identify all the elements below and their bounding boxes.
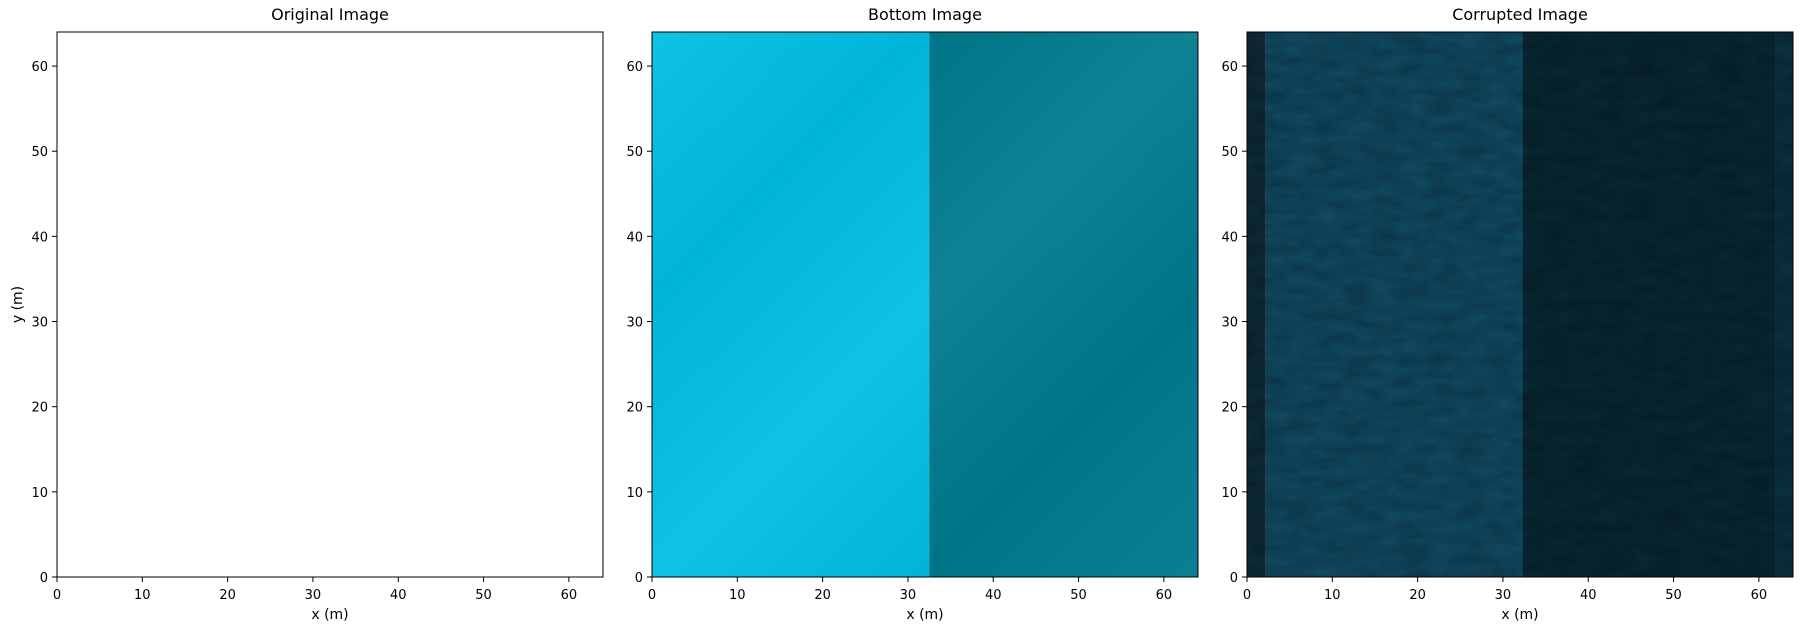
x-tick-label: 50 (1665, 588, 1682, 603)
x-tick-label: 50 (475, 588, 492, 603)
y-tick-label: 60 (1221, 60, 1238, 75)
shading-overlay (652, 32, 1198, 577)
panel-3: Corrupted Image 0 10 20 30 40 50 60 0 10 20 30 40 50 6… (1221, 5, 1794, 623)
x-tick-label: 40 (390, 588, 407, 603)
y-tick-label: 40 (31, 230, 48, 245)
y-tick-label: 10 (626, 486, 643, 501)
x-tick-label: 0 (648, 588, 656, 603)
x-axis-label: x (m) (906, 607, 943, 623)
y-axis-label: y (m) (10, 286, 26, 323)
x-tick-label: 60 (561, 588, 578, 603)
y-tick-label: 10 (1221, 486, 1238, 501)
y-tick-label: 60 (31, 60, 48, 75)
x-tick-label: 30 (305, 588, 322, 603)
x-tick-label: 60 (1156, 588, 1173, 603)
y-tick-label: 20 (31, 401, 48, 416)
y-tick-label: 30 (1221, 316, 1238, 331)
chart-title: Bottom Image (868, 5, 982, 24)
panel-2: Bottom Image 0 10 20 30 40 50 60 0 10 20 30 40 50 60 x … (626, 5, 1199, 623)
x-tick-label: 30 (1495, 588, 1512, 603)
axes-frame (1246, 31, 1794, 578)
chart-title: Original Image (271, 5, 389, 24)
y-tick-label: 50 (1221, 145, 1238, 160)
x-axis-label: x (m) (1501, 607, 1538, 623)
y-tick-label: 40 (1221, 230, 1238, 245)
x-tick-label: 40 (985, 588, 1002, 603)
x-tick-label: 60 (1751, 588, 1768, 603)
x-tick-label: 40 (1580, 588, 1597, 603)
ripple-texture (1247, 32, 1793, 577)
y-tick-label: 20 (626, 401, 643, 416)
y-tick-label: 30 (31, 316, 48, 331)
panel-1: Original Image 0 10 20 30 40 50 60 0 10 20 30 40 50 60… (10, 5, 604, 623)
x-tick-label: 0 (1243, 588, 1251, 603)
y-tick-label: 50 (626, 145, 643, 160)
axes-frame (651, 31, 1199, 578)
y-tick-label: 0 (40, 571, 48, 586)
image-region (57, 32, 603, 577)
y-tick-label: 50 (31, 145, 48, 160)
y-tick-label: 20 (1221, 401, 1238, 416)
x-tick-label: 30 (900, 588, 917, 603)
x-tick-label: 10 (729, 588, 746, 603)
x-tick-label: 50 (1070, 588, 1087, 603)
x-axis-label: x (m) (311, 607, 348, 623)
y-tick-label: 30 (626, 316, 643, 331)
axes-frame (56, 31, 604, 578)
x-tick-label: 10 (1324, 588, 1341, 603)
x-tick-label: 20 (814, 588, 831, 603)
chart-title: Corrupted Image (1452, 5, 1588, 24)
y-tick-label: 40 (626, 230, 643, 245)
x-tick-label: 10 (134, 588, 151, 603)
y-tick-label: 60 (626, 60, 643, 75)
y-tick-label: 0 (635, 571, 643, 586)
x-tick-label: 20 (219, 588, 236, 603)
x-tick-label: 20 (1409, 588, 1426, 603)
y-tick-label: 10 (31, 486, 48, 501)
x-tick-label: 0 (53, 588, 61, 603)
y-tick-label: 0 (1230, 571, 1238, 586)
